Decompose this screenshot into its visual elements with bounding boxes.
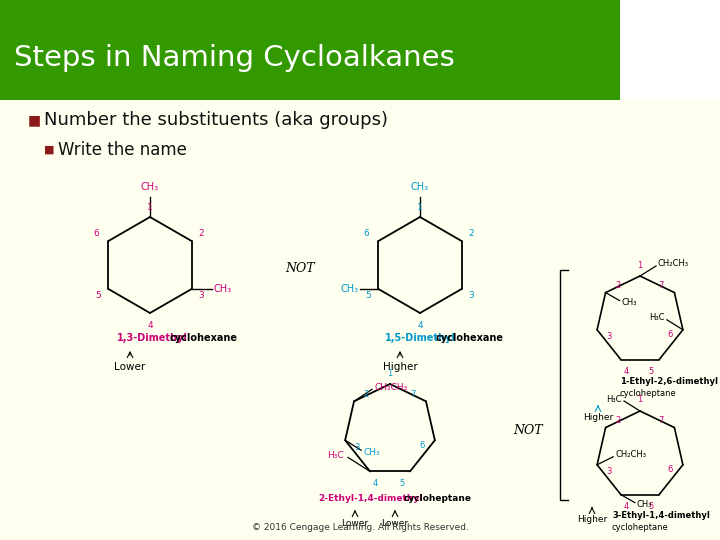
- Text: 6: 6: [667, 465, 672, 474]
- Text: CH₂CH₃: CH₂CH₃: [374, 383, 408, 392]
- Text: 1,3-Dimethyl: 1,3-Dimethyl: [117, 333, 187, 343]
- Text: 6: 6: [364, 230, 369, 239]
- Text: Lower: Lower: [114, 362, 145, 372]
- Text: Write the name: Write the name: [58, 141, 187, 159]
- Text: 4: 4: [372, 479, 378, 488]
- Text: Lower: Lower: [341, 519, 369, 528]
- Text: 7: 7: [659, 416, 664, 425]
- Text: Higher: Higher: [583, 413, 613, 422]
- Text: CH₃: CH₃: [621, 298, 637, 307]
- Text: CH₃: CH₃: [363, 448, 379, 457]
- Text: NOT: NOT: [285, 261, 315, 274]
- Text: 6: 6: [419, 441, 425, 450]
- Text: © 2016 Cengage Learning. All Rights Reserved.: © 2016 Cengage Learning. All Rights Rese…: [251, 523, 469, 532]
- Text: 3-Ethyl-1,4-dimethyl: 3-Ethyl-1,4-dimethyl: [612, 511, 710, 520]
- Bar: [0, 0, 720, 94]
- Text: 5: 5: [649, 367, 654, 376]
- Text: CH₂CH₃: CH₂CH₃: [615, 450, 646, 460]
- Text: 7: 7: [410, 390, 415, 399]
- Text: cycloheptane: cycloheptane: [404, 494, 472, 503]
- Text: CH₃: CH₃: [141, 182, 159, 192]
- Text: 5: 5: [649, 502, 654, 511]
- Text: Higher: Higher: [577, 515, 607, 524]
- Bar: [620, 0, 720, 100]
- Text: cyclohexane: cyclohexane: [436, 333, 504, 343]
- Text: 4: 4: [147, 321, 153, 329]
- Text: 4: 4: [417, 321, 423, 329]
- Text: 3: 3: [469, 292, 474, 300]
- Text: H₃C: H₃C: [649, 313, 665, 322]
- Text: 4: 4: [624, 502, 629, 511]
- Text: ■: ■: [44, 145, 55, 155]
- Text: 1: 1: [387, 368, 392, 377]
- Text: cycloheptane: cycloheptane: [620, 389, 677, 398]
- Text: 3: 3: [354, 443, 360, 452]
- Text: cyclohexane: cyclohexane: [170, 333, 238, 343]
- Text: Number the substituents (aka groups): Number the substituents (aka groups): [44, 111, 388, 129]
- Text: 3: 3: [606, 467, 612, 476]
- Text: 7: 7: [659, 281, 664, 290]
- Text: CH₃: CH₃: [214, 284, 232, 294]
- Text: 2: 2: [364, 390, 369, 399]
- Text: 6: 6: [94, 230, 99, 239]
- Bar: [0, 94, 620, 100]
- Text: CH₃: CH₃: [637, 500, 652, 509]
- Text: 2: 2: [469, 230, 474, 239]
- Text: Higher: Higher: [382, 362, 418, 372]
- Text: ■: ■: [28, 113, 41, 127]
- Text: 3: 3: [606, 332, 612, 341]
- Text: 1: 1: [637, 395, 643, 404]
- Text: 1,5-Dimethyl: 1,5-Dimethyl: [384, 333, 456, 343]
- Text: 6: 6: [667, 330, 672, 339]
- Text: Steps in Naming Cycloalkanes: Steps in Naming Cycloalkanes: [14, 44, 455, 72]
- Text: cycloheptane: cycloheptane: [612, 523, 669, 532]
- Text: CH₂CH₃: CH₂CH₃: [658, 260, 689, 268]
- Text: 2: 2: [615, 281, 620, 290]
- Text: CH₃: CH₃: [411, 182, 429, 192]
- Text: Lower: Lower: [382, 519, 408, 528]
- Text: 2: 2: [615, 416, 620, 425]
- Text: 3: 3: [199, 292, 204, 300]
- Text: 1: 1: [637, 260, 643, 269]
- Text: 1-Ethyl-2,6-dimethyl: 1-Ethyl-2,6-dimethyl: [620, 377, 718, 386]
- Text: 5: 5: [366, 292, 372, 300]
- Text: 2-Ethyl-1,4-dimethyl: 2-Ethyl-1,4-dimethyl: [318, 494, 422, 503]
- Text: NOT: NOT: [513, 423, 543, 436]
- Text: H₃C: H₃C: [328, 451, 344, 460]
- Text: 1: 1: [417, 202, 423, 212]
- Text: 4: 4: [624, 367, 629, 376]
- Text: 5: 5: [400, 479, 405, 488]
- Text: 2: 2: [199, 230, 204, 239]
- Text: 1: 1: [147, 202, 153, 212]
- Text: CH₃: CH₃: [341, 284, 359, 294]
- Text: H₃C: H₃C: [606, 395, 622, 403]
- Text: 5: 5: [96, 292, 102, 300]
